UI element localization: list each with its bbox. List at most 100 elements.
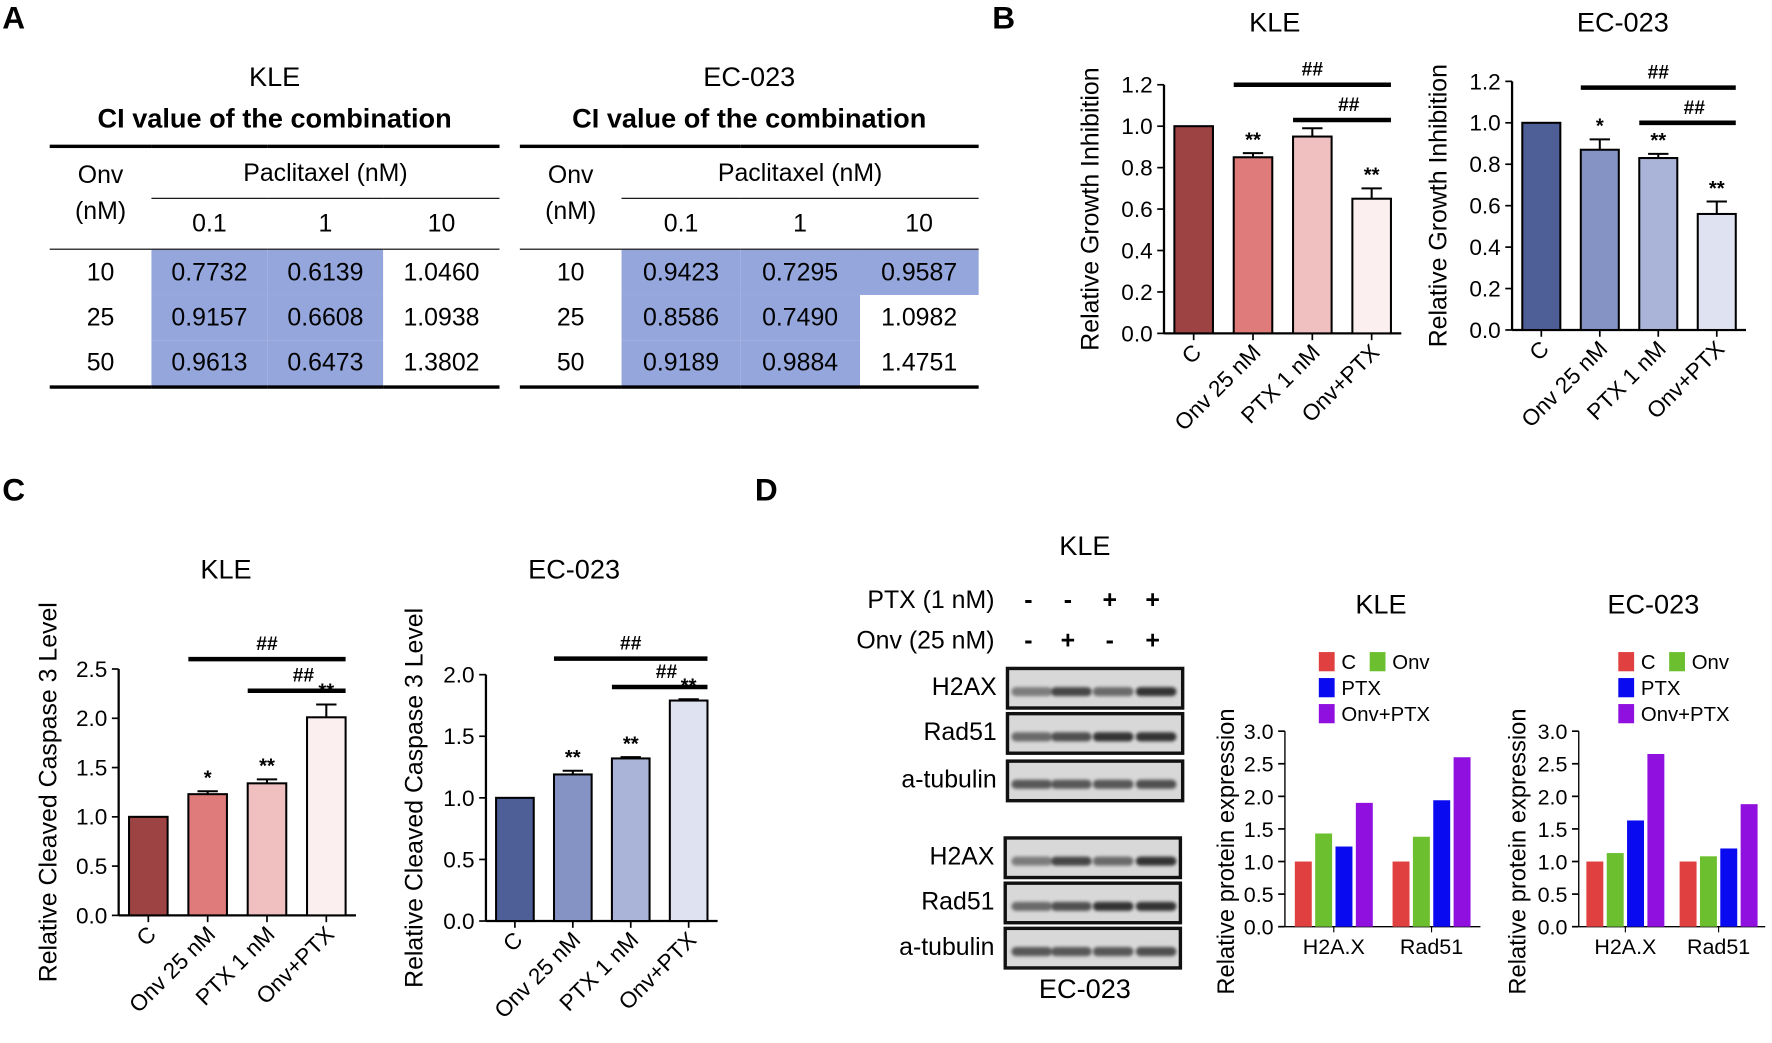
blot-row-label: Rad51 — [923, 717, 997, 746]
y-tick-label: 0.5 — [1538, 883, 1568, 907]
bar — [1292, 135, 1333, 335]
x-tick-label: Rad51 — [1400, 935, 1463, 959]
ci-value: 0.9587 — [859, 249, 979, 295]
y-tick-label: 0.0 — [1538, 916, 1568, 940]
bar-ptx — [1627, 820, 1645, 927]
y-tick-label: 2.0 — [1538, 785, 1568, 809]
legend-swatch — [1618, 678, 1635, 698]
y-axis-label: Relative Cleaved Caspase 3 Level — [35, 602, 63, 982]
onv-dose: 50 — [86, 348, 115, 377]
legend-swatch — [1318, 678, 1335, 698]
table-cell-line: EC-023 — [703, 62, 796, 93]
significance-star: * — [204, 767, 212, 789]
y-tick-label: 0.0 — [1469, 318, 1500, 343]
protein-band — [1092, 856, 1134, 866]
condition-sign: + — [1060, 626, 1076, 655]
legend-label: Onv+PTX — [1341, 704, 1430, 726]
legend-label: Onv+PTX — [1641, 704, 1730, 726]
ci-value: 0.9613 — [151, 340, 268, 388]
chart-title: EC-023 — [1607, 589, 1699, 620]
bar — [1638, 157, 1679, 332]
y-axis-label: Relative protein expression — [1506, 708, 1532, 994]
bar-onv-ptx — [1740, 804, 1758, 927]
y-tick-label: 1.0 — [443, 786, 474, 811]
bar — [1232, 156, 1274, 335]
significance-star: ** — [565, 747, 581, 769]
y-tick-label: 1.0 — [1244, 850, 1274, 874]
protein-band — [1135, 687, 1177, 697]
bar-ptx — [1433, 800, 1451, 927]
table-row: 25 0.9157 0.6608 1.0938 — [50, 294, 500, 341]
legend-swatch — [1318, 652, 1335, 672]
col-header: 10 — [427, 209, 456, 238]
y-tick-label: 1.5 — [443, 724, 474, 749]
legend-label: C — [1341, 652, 1356, 674]
y-tick-label: 2.5 — [1244, 753, 1274, 777]
table-row: 50 0.9189 0.9884 1.4751 — [519, 340, 979, 388]
y-axis-label: Relative Cleaved Caspase 3 Level — [401, 608, 429, 988]
chart-title: EC-023 — [528, 554, 620, 585]
legend-label: PTX — [1641, 678, 1681, 700]
table-row: 10 0.9423 0.7295 0.9587 — [519, 249, 979, 295]
condition-sign: + — [1145, 626, 1160, 655]
protein-band — [1050, 732, 1092, 742]
bar-c — [1392, 861, 1410, 927]
protein-band — [1092, 732, 1134, 742]
protein-band — [1135, 901, 1177, 911]
protein-band — [1050, 687, 1092, 697]
y-axis-label: Relative Growth Inhibition — [1425, 64, 1453, 347]
y-tick-label: 0.4 — [1469, 235, 1500, 260]
protein-band — [1135, 856, 1177, 866]
y-tick-label: 0.8 — [1121, 156, 1152, 181]
ci-value: 0.7295 — [740, 249, 860, 295]
ci-value: 0.9157 — [151, 294, 268, 341]
y-tick-label: 1.2 — [1469, 69, 1500, 94]
bar-c — [1679, 861, 1697, 927]
x-tick-label: H2A.X — [1303, 935, 1365, 959]
protein-band — [1050, 779, 1092, 789]
table-row: 10 0.7732 0.6139 1.0460 — [49, 249, 500, 295]
significance-star: ** — [1709, 178, 1725, 200]
condition-sign: + — [1102, 585, 1118, 614]
bar-c — [1586, 861, 1604, 927]
legend-swatch — [1618, 704, 1635, 724]
chart-title: KLE — [200, 554, 251, 585]
blot-row-label: Rad51 — [921, 887, 995, 916]
x-tick-label: C — [132, 922, 161, 951]
bar — [495, 796, 535, 923]
western-blot-strip — [1005, 711, 1185, 755]
blot-row-label: a-tubulin — [901, 765, 997, 794]
legend-swatch — [1369, 652, 1386, 672]
ci-value: 0.9884 — [740, 340, 860, 388]
y-tick-label: 0.0 — [1244, 916, 1274, 940]
legend-swatch — [1618, 652, 1635, 672]
protein-band — [1135, 779, 1177, 789]
chart-title: KLE — [1249, 7, 1300, 38]
bar-onv-ptx — [1453, 757, 1471, 927]
condition-sign: - — [1063, 585, 1073, 614]
x-tick-label: Rad51 — [1687, 935, 1750, 959]
y-tick-label: 0.6 — [1469, 194, 1500, 219]
y-tick-label: 1.5 — [1538, 818, 1568, 842]
ci-value: 0.6139 — [267, 249, 384, 295]
significance-star: ** — [1364, 165, 1380, 187]
ci-value: 1.0460 — [403, 257, 480, 286]
bar — [610, 757, 651, 923]
row-header: Onv — [77, 160, 124, 189]
bracket-label: ## — [620, 634, 642, 655]
bar — [1521, 121, 1562, 332]
ci-value: 0.9423 — [621, 249, 741, 295]
x-tick-label: C — [498, 927, 527, 956]
protein-band — [1092, 779, 1134, 789]
blot-bottom-title: EC-023 — [1038, 974, 1131, 1005]
bar — [306, 716, 347, 917]
table-row: 50 0.9613 0.6473 1.3802 — [49, 340, 500, 388]
ci-value: 0.8586 — [621, 294, 741, 341]
blot-title: KLE — [1059, 531, 1111, 562]
bar — [246, 782, 288, 917]
bar-onv — [1315, 833, 1333, 927]
row-header: Onv — [547, 160, 594, 189]
bar-ptx — [1335, 846, 1353, 927]
ci-table: Onv (nM) Paclitaxel (nM) 0.1 1 10 10 0.7732 0.6… — [49, 145, 500, 389]
y-tick-label: 3.0 — [1538, 720, 1568, 744]
